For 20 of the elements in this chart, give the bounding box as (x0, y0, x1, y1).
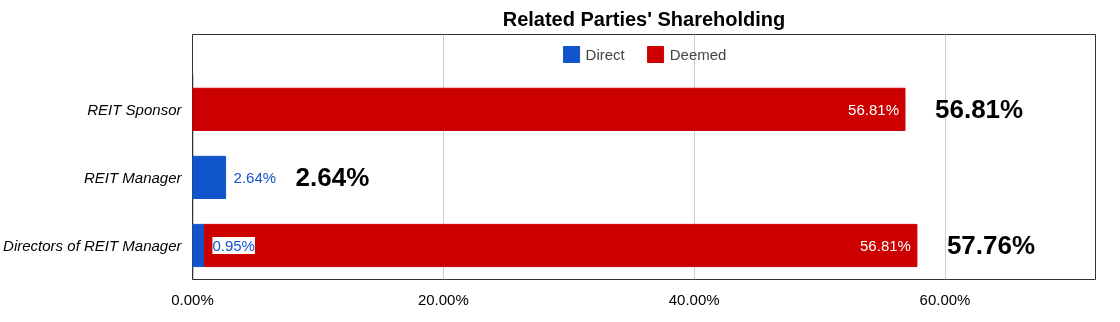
legend-label: Direct (585, 45, 625, 63)
data-label: 56.81% (848, 100, 899, 118)
total-label: 57.76% (946, 230, 1036, 261)
legend-label: Deemed (669, 45, 727, 63)
x-tick-label: 40.00% (668, 290, 720, 308)
y-tick-label: REIT Manager (83, 168, 183, 186)
bar (192, 155, 227, 200)
x-tick-label: 60.00% (919, 290, 971, 308)
data-label: 56.81% (860, 236, 911, 254)
x-tick-label: 0.00% (171, 290, 214, 308)
bar (192, 87, 906, 131)
bar (203, 223, 918, 268)
y-tick-label: REIT Sponsor (87, 100, 183, 118)
data-label: 0.95% (212, 236, 255, 254)
total-label: 56.81% (934, 94, 1024, 125)
y-tick-label: Directors of REIT Manager (3, 236, 183, 254)
x-tick-label: 20.00% (417, 290, 469, 308)
total-label: 2.64% (295, 162, 370, 193)
data-label: 2.64% (233, 168, 277, 186)
chart-title: Related Parties' Shareholding (502, 7, 786, 30)
